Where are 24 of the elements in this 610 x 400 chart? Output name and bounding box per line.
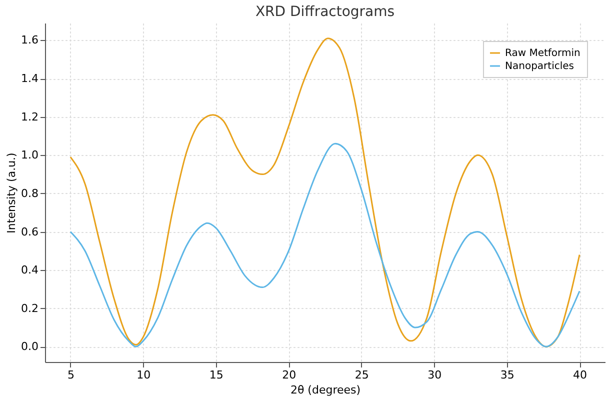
- x-tick-label: 20: [282, 368, 296, 382]
- x-tick-label: 15: [209, 368, 224, 382]
- y-tick-label: 0.8: [21, 186, 38, 200]
- y-tick-label: 0.0: [21, 340, 38, 354]
- y-tick-label: 1.0: [21, 148, 38, 162]
- x-tick-label: 40: [573, 368, 588, 382]
- y-axis-title: Intensity (a.u.): [5, 152, 18, 234]
- x-tick-label: 30: [428, 368, 442, 382]
- legend-label: Raw Metformin: [505, 48, 580, 59]
- x-tick-label: 25: [354, 368, 369, 382]
- x-tick-label: 35: [500, 368, 514, 382]
- y-tick-label: 0.4: [21, 264, 38, 277]
- line-series: [70, 38, 580, 348]
- x-tick-label: 10: [136, 368, 151, 382]
- y-tick-label: 1.2: [21, 110, 38, 124]
- x-tick-label: 5: [67, 368, 74, 382]
- x-axis-title: 2θ (degrees): [290, 384, 361, 396]
- y-tick-label: 1.4: [21, 72, 38, 86]
- legend-label: Nanoparticles: [505, 61, 574, 72]
- y-tick-label: 0.2: [21, 302, 38, 315]
- chart-title: XRD Diffractograms: [255, 4, 395, 20]
- line-series: [70, 142, 580, 348]
- y-tick-label: 1.6: [21, 34, 38, 47]
- y-tick-label: 0.6: [21, 225, 38, 238]
